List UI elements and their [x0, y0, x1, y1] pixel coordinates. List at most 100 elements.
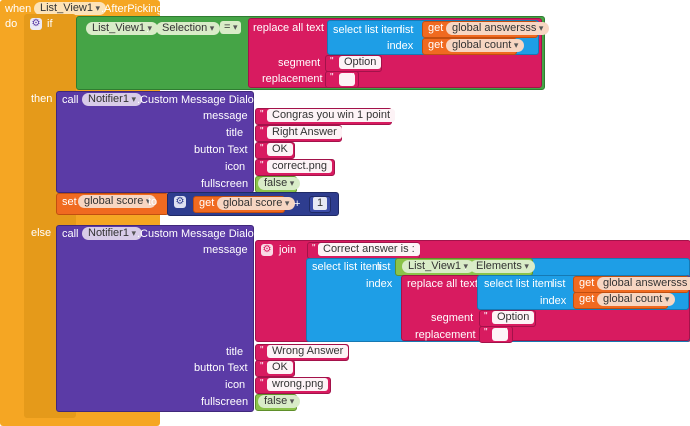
- else-call-notifier-block[interactable]: [56, 225, 254, 412]
- quote-icon: ": [260, 160, 264, 171]
- dot-label: .: [464, 261, 468, 273]
- add-mutator-gear-icon[interactable]: ⚙: [174, 196, 186, 208]
- set-label: set: [62, 196, 77, 208]
- icon-value[interactable]: wrong.png: [267, 378, 329, 391]
- then-label: then: [31, 93, 53, 105]
- quote-icon: ": [373, 56, 377, 67]
- select-list-item-label: select list item: [333, 24, 403, 36]
- dot-label: .: [146, 23, 150, 35]
- condition-component-dropdown[interactable]: List_View1: [86, 22, 159, 35]
- call-label: call: [62, 94, 79, 106]
- get-label: get: [428, 39, 444, 51]
- when-label: when: [5, 3, 32, 15]
- segment-value[interactable]: Option: [492, 311, 535, 324]
- icon-label: icon: [225, 161, 246, 173]
- join-mutator-gear-icon[interactable]: ⚙: [261, 244, 273, 256]
- replacement-value[interactable]: [492, 328, 508, 341]
- quote-icon: ": [484, 311, 488, 322]
- title-label: title: [226, 346, 244, 358]
- replacement-label: replacement: [262, 73, 323, 85]
- method-label: .Custom Message Dialog: [137, 228, 260, 240]
- count-var-dropdown[interactable]: global count: [597, 293, 676, 306]
- event-name-label: .AfterPicking: [101, 3, 163, 15]
- segment-value[interactable]: Option: [339, 56, 382, 69]
- count-var-dropdown[interactable]: global count: [446, 39, 525, 52]
- quote-icon: ": [286, 143, 290, 154]
- replace-all-text-label: replace all text: [407, 278, 478, 290]
- replacement-label: replacement: [415, 329, 476, 341]
- get-label: get: [579, 293, 595, 305]
- icon-value[interactable]: correct.png: [267, 160, 333, 173]
- select-list-item-label: select list item: [312, 261, 382, 273]
- index-label: index: [366, 278, 393, 290]
- condition-property-dropdown[interactable]: Selection: [156, 22, 221, 35]
- quote-icon: ": [332, 126, 336, 137]
- list-label: list: [552, 278, 566, 290]
- get-label: get: [199, 197, 215, 209]
- notifier-component-dropdown[interactable]: Notifier1: [82, 227, 142, 240]
- operator-dropdown[interactable]: =: [220, 21, 242, 34]
- number-value[interactable]: 1: [313, 197, 328, 210]
- button-text-label: button Text: [194, 144, 248, 156]
- replacement-value[interactable]: [339, 73, 355, 86]
- list-component-dropdown[interactable]: List_View1: [402, 260, 475, 273]
- message-label: message: [203, 244, 248, 256]
- list-label: list: [400, 24, 414, 36]
- mutator-gear-icon[interactable]: ⚙: [30, 18, 42, 30]
- join-text-value[interactable]: Correct answer is :: [318, 243, 420, 256]
- message-label: message: [203, 110, 248, 122]
- quote-icon: ": [260, 143, 264, 154]
- join-label: join: [279, 244, 297, 256]
- quote-icon: ": [260, 345, 264, 356]
- quote-icon: ": [260, 378, 264, 389]
- get-label: get: [579, 277, 595, 289]
- quote-icon: ": [410, 243, 414, 254]
- quote-icon: ": [260, 109, 264, 120]
- quote-icon: ": [286, 361, 290, 372]
- method-label: .Custom Message Dialog: [137, 94, 260, 106]
- quote-icon: ": [504, 327, 508, 338]
- button-text-value[interactable]: OK: [267, 361, 293, 374]
- quote-icon: ": [260, 126, 264, 137]
- title-label: title: [226, 127, 244, 139]
- index-label: index: [540, 295, 567, 307]
- quote-icon: ": [260, 361, 264, 372]
- quote-icon: ": [484, 327, 488, 338]
- segment-label: segment: [278, 57, 321, 69]
- to-label: to: [148, 196, 158, 208]
- then-call-notifier-block[interactable]: [56, 91, 254, 193]
- if-label: if: [47, 18, 53, 30]
- answers-var-dropdown[interactable]: global answersss: [597, 277, 690, 290]
- notifier-component-dropdown[interactable]: Notifier1: [82, 93, 142, 106]
- else-label: else: [31, 227, 52, 239]
- list-property-dropdown[interactable]: Elements: [470, 260, 535, 273]
- set-var-dropdown[interactable]: global score: [78, 195, 157, 208]
- quote-icon: ": [330, 72, 334, 83]
- fullscreen-dropdown[interactable]: false: [258, 177, 301, 190]
- quote-icon: ": [312, 243, 316, 254]
- do-label: do: [5, 18, 18, 30]
- quote-icon: ": [382, 109, 386, 120]
- answers-var-dropdown[interactable]: global answersss: [446, 22, 550, 35]
- fullscreen-label: fullscreen: [201, 178, 249, 190]
- fullscreen-label: fullscreen: [201, 396, 249, 408]
- quote-icon: ": [326, 160, 330, 171]
- quote-icon: ": [339, 345, 343, 356]
- replace-all-text-label: replace all text: [253, 22, 324, 34]
- get-label: get: [428, 22, 444, 34]
- index-label: index: [387, 40, 414, 52]
- title-value[interactable]: Wrong Answer: [267, 345, 349, 358]
- quote-icon: ": [322, 378, 326, 389]
- select-list-item-label: select list item: [484, 278, 554, 290]
- button-text-label: button Text: [194, 362, 248, 374]
- quote-icon: ": [527, 311, 531, 322]
- plus-label: +: [294, 198, 301, 210]
- fullscreen-dropdown[interactable]: false: [258, 395, 301, 408]
- segment-label: segment: [431, 312, 474, 324]
- list-label: list: [377, 261, 391, 273]
- button-text-value[interactable]: OK: [267, 143, 293, 156]
- title-value[interactable]: Right Answer: [267, 126, 342, 139]
- event-component-dropdown[interactable]: List_View1: [34, 2, 107, 15]
- message-value[interactable]: Congras you win 1 point: [267, 109, 396, 122]
- get-score-dropdown[interactable]: global score: [217, 197, 296, 210]
